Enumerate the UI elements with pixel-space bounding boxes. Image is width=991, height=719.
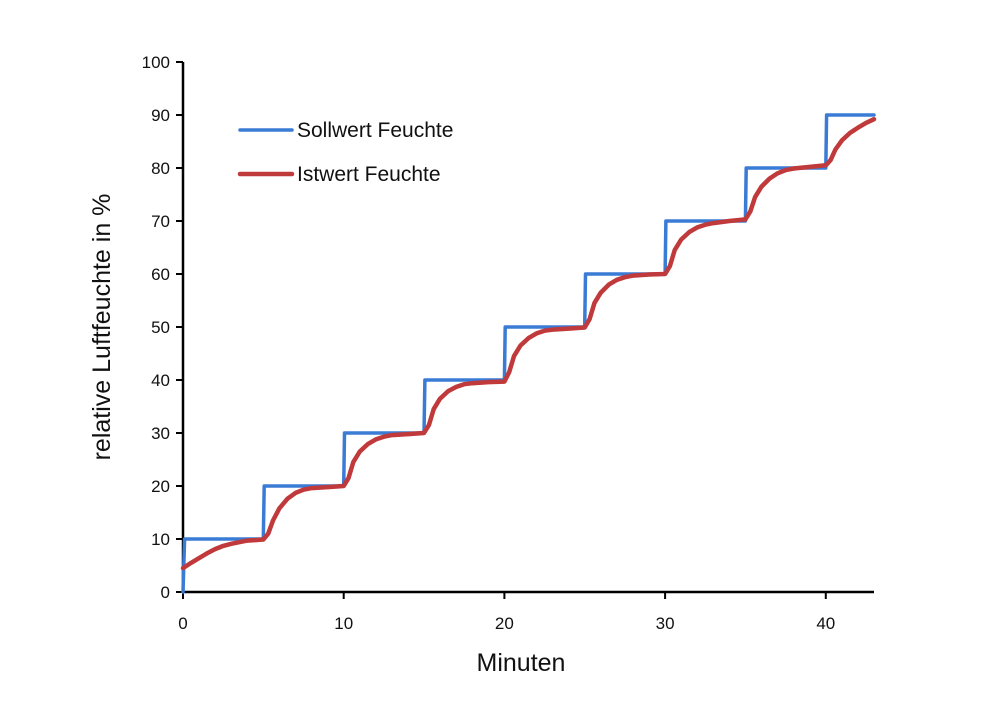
y-tick-label: 100: [142, 53, 170, 72]
y-axis-title: relative Luftfeuchte in %: [88, 194, 116, 461]
legend-label-istwert: Istwert Feuchte: [297, 163, 441, 186]
x-axis-title: Minuten: [477, 649, 566, 677]
x-tick-label: 20: [495, 614, 514, 633]
y-tick-label: 30: [151, 424, 170, 443]
series-line-sollwert: [181, 113, 876, 594]
y-tick-label: 40: [151, 371, 170, 390]
legend: Sollwert Feuchte Istwert Feuchte: [237, 119, 453, 186]
y-tick-label: 80: [151, 159, 170, 178]
x-tick-label: 40: [816, 614, 835, 633]
y-tick-label: 50: [151, 318, 170, 337]
axes: 0 10 20 30 40 50 60 70 80 90 100 0 10 20 30 40: [142, 53, 874, 633]
y-tick-label: 90: [151, 106, 170, 125]
y-tick-label: 0: [161, 583, 170, 602]
y-tick-label: 60: [151, 265, 170, 284]
y-tick-label: 70: [151, 212, 170, 231]
x-tick-label: 0: [178, 614, 187, 633]
y-tick-label: 20: [151, 477, 170, 496]
series-line-istwert: [180, 116, 877, 571]
y-tick-label: 10: [151, 530, 170, 549]
series-layer: [180, 113, 877, 594]
x-tick-label: 10: [334, 614, 353, 633]
x-tick-label: 30: [656, 614, 675, 633]
legend-label-sollwert: Sollwert Feuchte: [297, 119, 453, 142]
